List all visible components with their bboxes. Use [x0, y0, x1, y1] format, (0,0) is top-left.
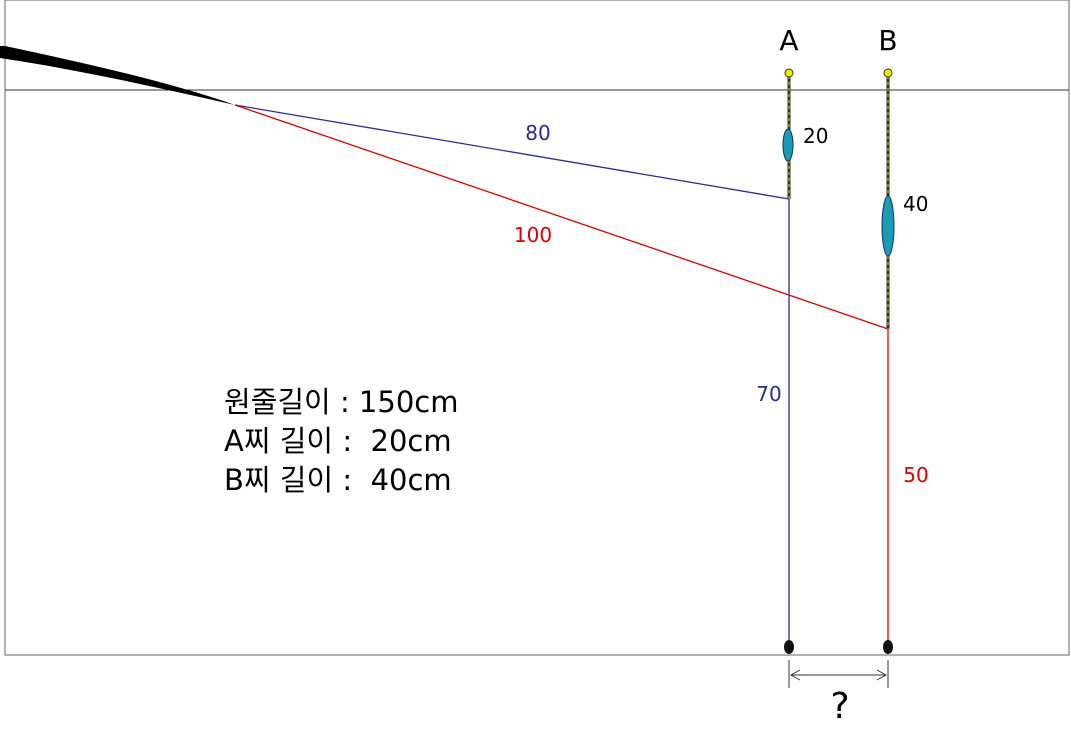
- length-label: 40: [903, 192, 928, 216]
- blue-line: [234, 104, 790, 200]
- sinker-a: [784, 640, 794, 654]
- length-label: 50: [903, 463, 928, 487]
- info-line: B찌 길이 : 40cm: [224, 463, 452, 497]
- float-a-body: [782, 128, 794, 162]
- float-label: B: [878, 24, 897, 57]
- length-label: 70: [756, 382, 781, 406]
- info-line: 원줄길이 : 150cm: [224, 385, 458, 419]
- rod: [0, 46, 235, 105]
- float-b-tip: [883, 68, 893, 78]
- question-mark: ?: [830, 686, 849, 727]
- float-a-tip: [784, 68, 794, 78]
- red-line: [234, 104, 889, 330]
- info-line: A찌 길이 : 20cm: [224, 424, 452, 458]
- length-label: 20: [803, 124, 828, 148]
- dim-arrows: [789, 669, 888, 681]
- length-label: 80: [525, 121, 550, 145]
- sinker-b: [883, 640, 893, 654]
- float-b-body: [881, 195, 895, 257]
- frame: [4, 0, 1070, 656]
- float-label: A: [779, 24, 798, 57]
- length-label: 100: [514, 223, 552, 247]
